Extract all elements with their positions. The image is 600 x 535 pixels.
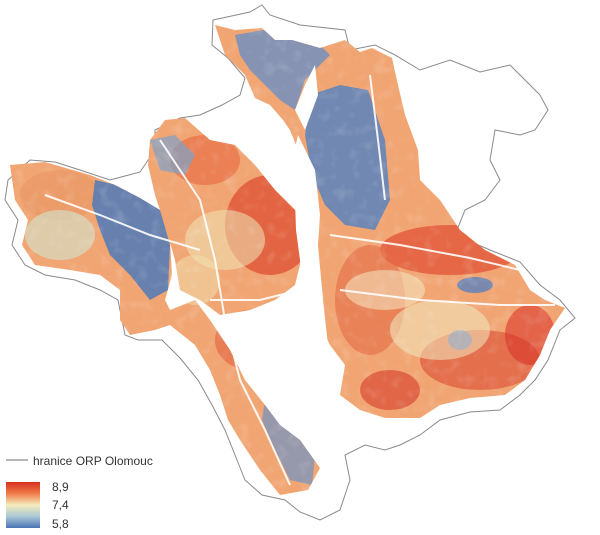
orp-boundary bbox=[4, 4, 576, 521]
legend-color-ramp bbox=[6, 482, 40, 528]
legend: hranice ORP Olomouc 8,9 7,4 5,8 bbox=[6, 454, 153, 531]
river-gap bbox=[290, 65, 340, 420]
legend-mid-label: 7,4 bbox=[52, 498, 69, 512]
legend-boundary-label: hranice ORP Olomouc bbox=[33, 454, 153, 468]
legend-max-label: 8,9 bbox=[52, 480, 69, 494]
road-network bbox=[44, 74, 555, 486]
legend-min-label: 5,8 bbox=[52, 517, 69, 531]
